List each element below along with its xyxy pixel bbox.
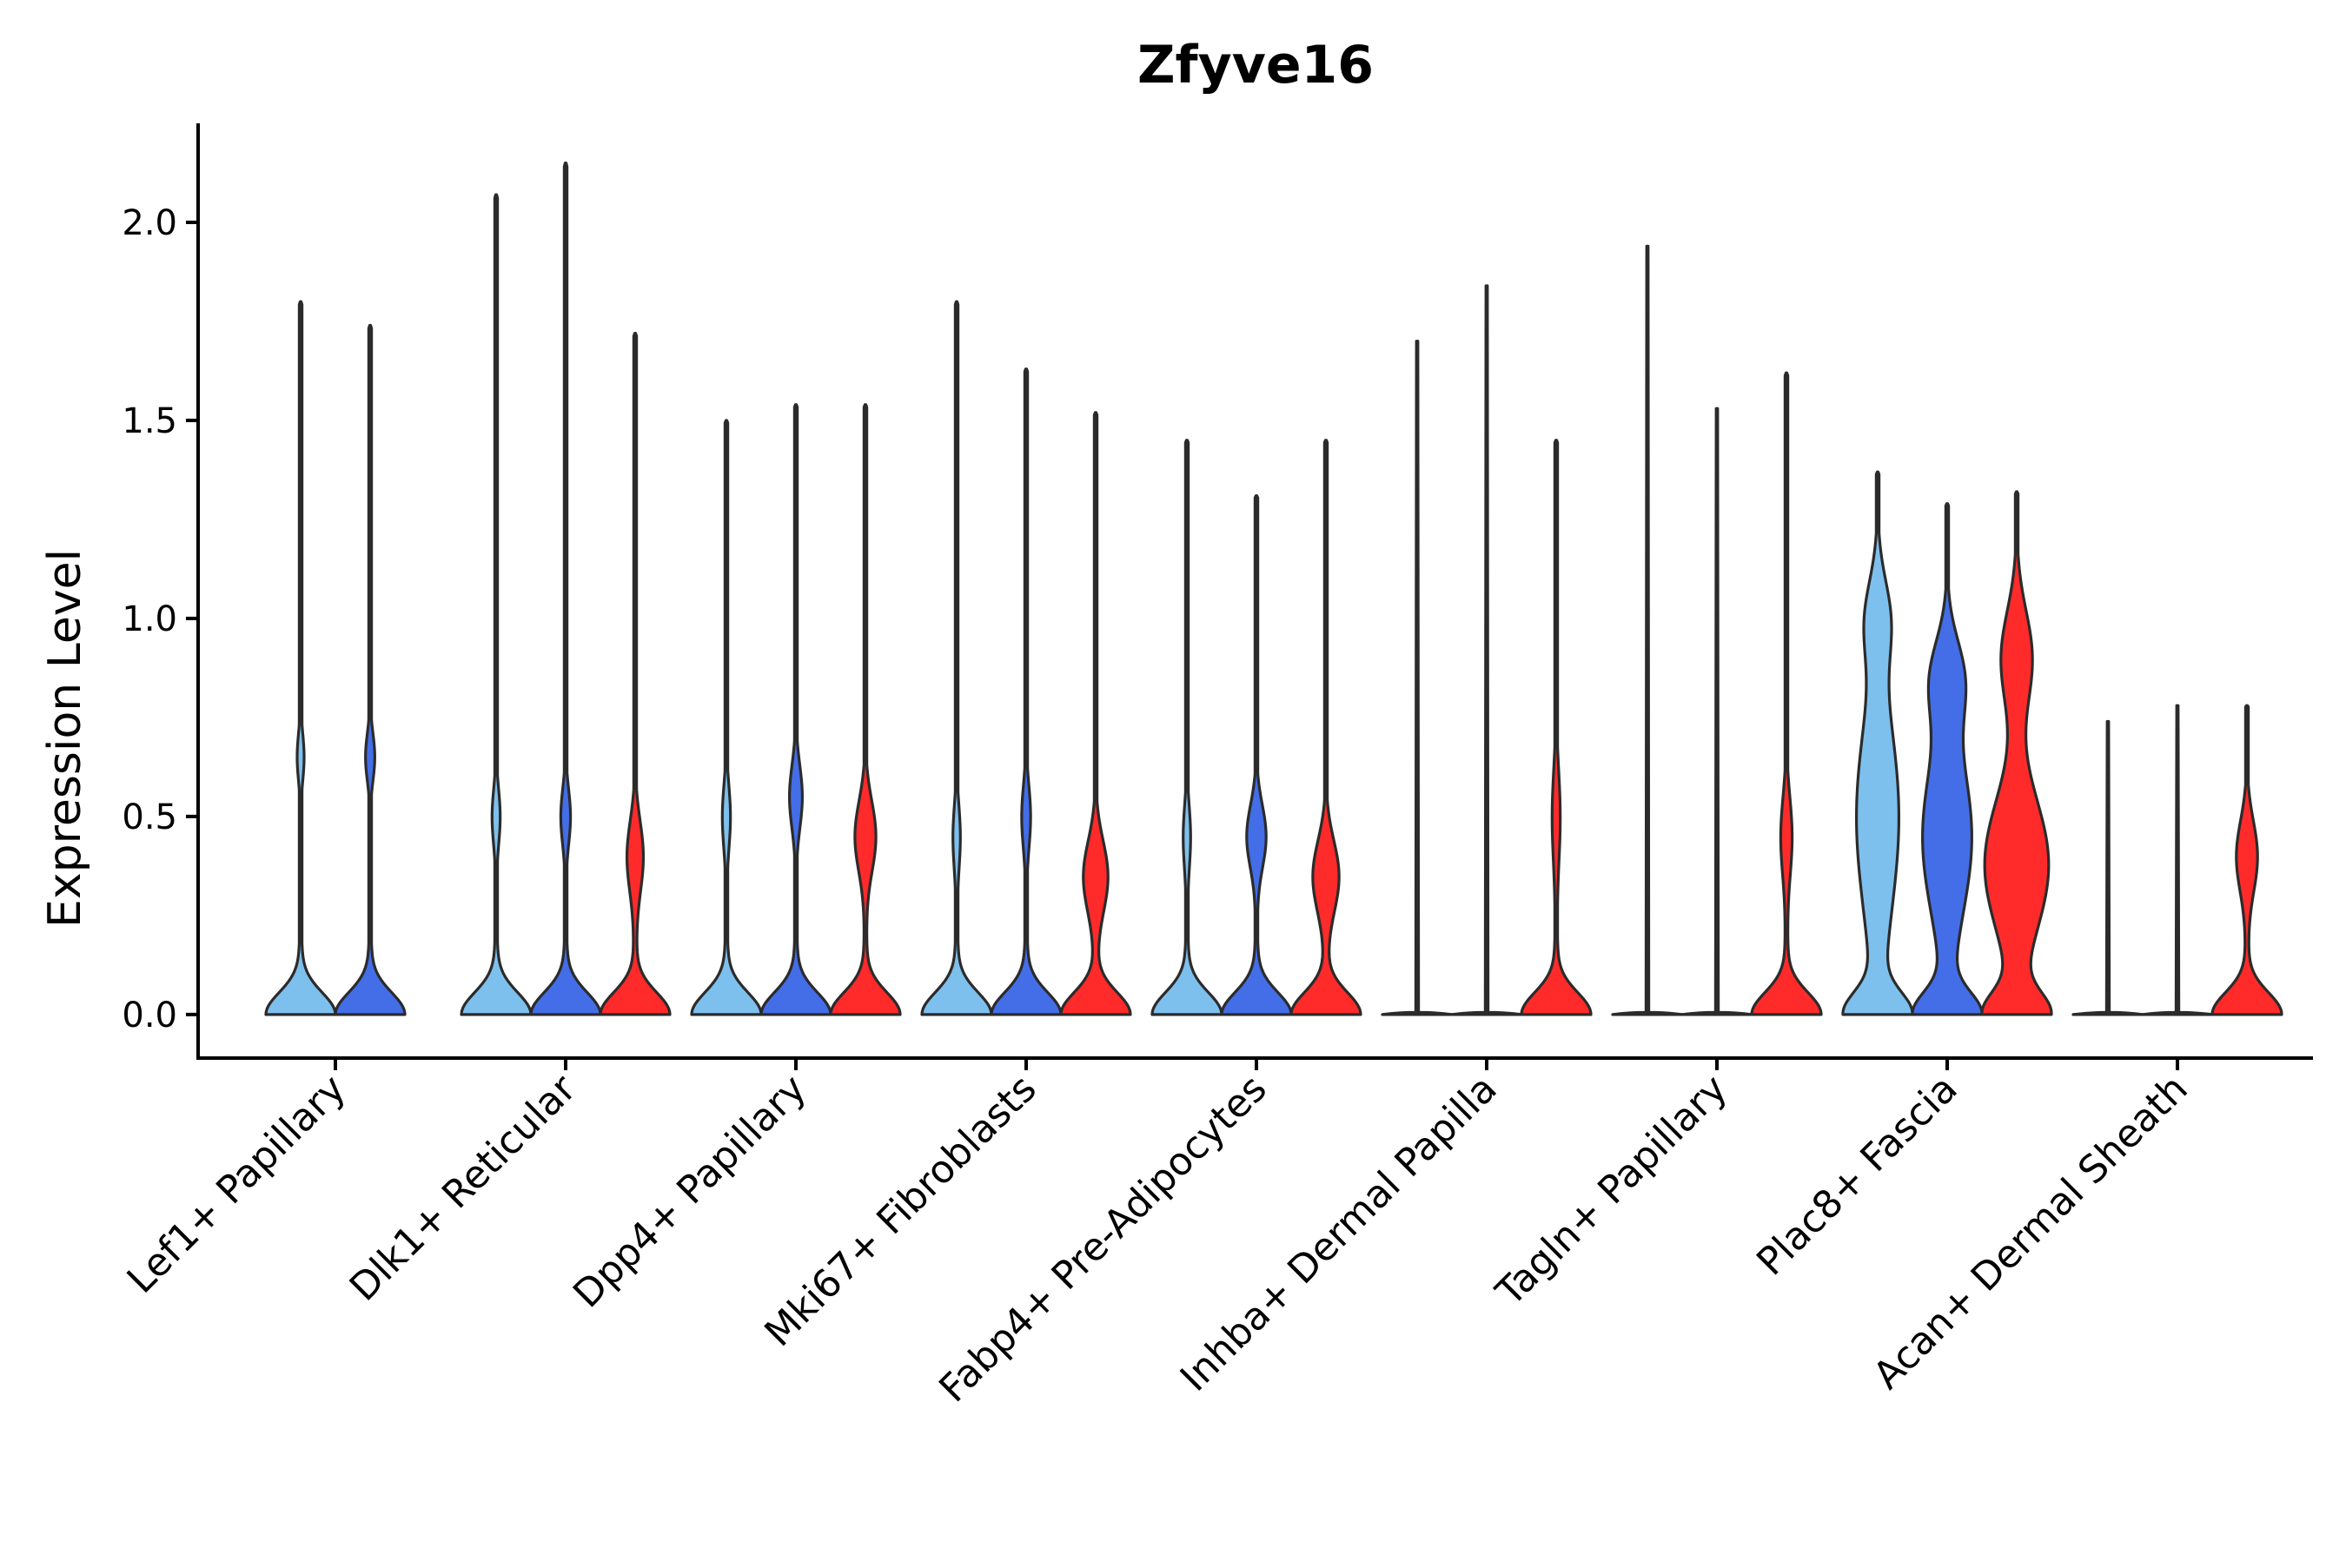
violin-inhba-dermal-papilla-series-2 (1450, 284, 1523, 1016)
y-tick-label: 1.0 (122, 599, 177, 639)
violin-shape (2141, 704, 2214, 1016)
violins-layer (264, 161, 2283, 1016)
violin-shape (1450, 284, 1523, 1016)
violin-dlk1-reticular-series-3 (599, 332, 672, 1016)
y-tick-label: 0.0 (122, 996, 177, 1035)
violin-plac8-fascia-series-3 (1980, 490, 2053, 1016)
violin-shape (920, 300, 993, 1016)
violin-dlk1-reticular-series-1 (460, 193, 533, 1016)
violin-shape (759, 403, 832, 1016)
violin-dpp4-papillary-series-1 (690, 419, 763, 1016)
violin-shape (264, 300, 337, 1016)
x-tick-label-tagln-papillary: Tagln+ Papillary (1488, 1067, 1736, 1315)
violin-mki67-fibroblasts-series-1 (920, 300, 993, 1016)
violin-mki67-fibroblasts-series-3 (1059, 411, 1132, 1016)
violin-tagln-papillary-series-2 (1680, 407, 1753, 1016)
violin-shape (334, 323, 407, 1016)
violin-lef1-papillary-series-1 (264, 300, 337, 1016)
violin-shape (599, 332, 672, 1016)
chart-title: Zfyve16 (1137, 35, 1374, 96)
violin-inhba-dermal-papilla-series-1 (1381, 340, 1454, 1016)
violin-shape (829, 403, 902, 1016)
violin-shape (1611, 244, 1684, 1016)
y-tick-label: 0.5 (122, 797, 177, 837)
violin-shape (1220, 493, 1293, 1016)
violin-shape (1381, 340, 1454, 1016)
y-axis-label: Expression Level (39, 549, 91, 928)
violin-shape (460, 193, 533, 1016)
violin-shape (1520, 439, 1593, 1016)
violin-mki67-fibroblasts-series-2 (990, 367, 1063, 1016)
violin-shape (990, 367, 1063, 1016)
violin-dlk1-reticular-series-2 (529, 161, 602, 1016)
violin-shape (1841, 470, 1914, 1016)
x-tick-label-dpp4-papillary: Dpp4+ Papillary (565, 1067, 815, 1317)
violin-acan-dermal-sheath-series-3 (2210, 704, 2283, 1016)
y-tick-label: 1.5 (122, 401, 177, 441)
violin-acan-dermal-sheath-series-2 (2141, 704, 2214, 1016)
violin-shape (1150, 439, 1223, 1016)
violin-plac8-fascia-series-2 (1911, 502, 1984, 1016)
violin-inhba-dermal-papilla-series-3 (1520, 439, 1593, 1016)
violin-fabp4-pre-adipocytes-series-3 (1289, 439, 1362, 1016)
x-tick-label-dlk1-reticular: Dlk1+ Reticular (341, 1066, 586, 1310)
x-tick-label-lef1-papillary: Lef1+ Papillary (119, 1067, 355, 1302)
violin-shape (1680, 407, 1753, 1016)
violin-shape (1980, 490, 2053, 1016)
y-tick-label: 2.0 (122, 203, 177, 243)
violin-shape (1911, 502, 1984, 1016)
violin-shape (1059, 411, 1132, 1016)
x-tick-label-plac8-fascia: Plac8+ Fascia (1748, 1067, 1966, 1285)
violin-shape (2210, 704, 2283, 1016)
violin-tagln-papillary-series-3 (1750, 371, 1823, 1016)
violin-shape (529, 161, 602, 1016)
violin-plac8-fascia-series-1 (1841, 470, 1914, 1016)
violin-lef1-papillary-series-2 (334, 323, 407, 1016)
violin-dpp4-papillary-series-3 (829, 403, 902, 1016)
violin-shape (690, 419, 763, 1016)
violin-tagln-papillary-series-1 (1611, 244, 1684, 1016)
violin-acan-dermal-sheath-series-1 (2071, 719, 2144, 1016)
violin-dpp4-papillary-series-2 (759, 403, 832, 1016)
violin-fabp4-pre-adipocytes-series-2 (1220, 493, 1293, 1016)
violin-fabp4-pre-adipocytes-series-1 (1150, 439, 1223, 1016)
violin-shape (1289, 439, 1362, 1016)
violin-shape (1750, 371, 1823, 1016)
violin-shape (2071, 719, 2144, 1016)
